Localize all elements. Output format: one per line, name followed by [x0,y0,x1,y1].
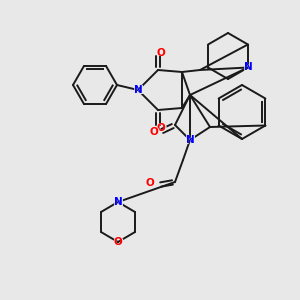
Text: O: O [148,125,160,139]
Text: N: N [134,85,142,95]
Text: N: N [132,83,144,97]
Text: O: O [146,178,154,188]
Text: O: O [155,122,167,134]
Text: O: O [114,237,122,247]
Text: N: N [186,135,194,145]
Text: O: O [144,176,156,190]
Text: N: N [184,134,196,146]
Text: N: N [242,61,253,74]
Text: O: O [157,48,165,58]
Text: O: O [155,46,167,59]
Text: N: N [114,197,122,207]
Text: O: O [112,236,124,248]
Text: N: N [112,196,124,208]
Text: N: N [244,62,252,73]
Text: O: O [150,127,158,137]
Text: O: O [157,123,165,133]
